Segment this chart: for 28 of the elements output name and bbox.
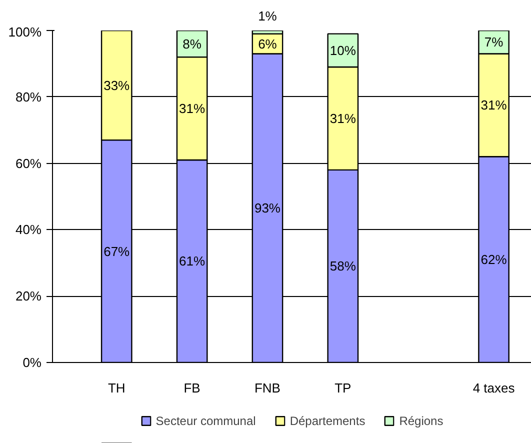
data-label: 93% xyxy=(254,200,281,216)
data-label: 61% xyxy=(179,254,206,269)
y-tick-label: 0% xyxy=(22,355,42,370)
x-tick-label: FB xyxy=(184,380,200,396)
x-tick-label: FNB xyxy=(254,380,280,396)
legend-label: Secteur communal xyxy=(156,414,256,428)
y-tick-label: 60% xyxy=(15,156,42,171)
data-label: 67% xyxy=(104,244,130,259)
data-label: 8% xyxy=(182,36,202,52)
data-label: 7% xyxy=(484,34,504,50)
legend-label: Régions xyxy=(399,414,444,428)
y-tick-label: 100% xyxy=(8,24,42,40)
data-label: 62% xyxy=(480,252,508,268)
x-tick-label: TP xyxy=(334,380,352,396)
data-label: 6% xyxy=(258,36,278,52)
data-label: 33% xyxy=(104,78,130,93)
data-label: 1% xyxy=(258,8,278,24)
data-label: 10% xyxy=(330,42,356,58)
x-tick-label: TH xyxy=(108,380,126,396)
data-label: 58% xyxy=(330,258,356,274)
data-label: 31% xyxy=(330,110,356,126)
y-tick-label: 80% xyxy=(15,89,42,104)
x-tick-label: 4 taxes xyxy=(472,380,516,396)
data-label: 31% xyxy=(179,101,206,116)
data-label: 31% xyxy=(480,98,508,113)
y-tick-label: 40% xyxy=(15,222,42,238)
y-tick-label: 20% xyxy=(15,288,42,304)
legend-label: Départements xyxy=(290,414,366,428)
